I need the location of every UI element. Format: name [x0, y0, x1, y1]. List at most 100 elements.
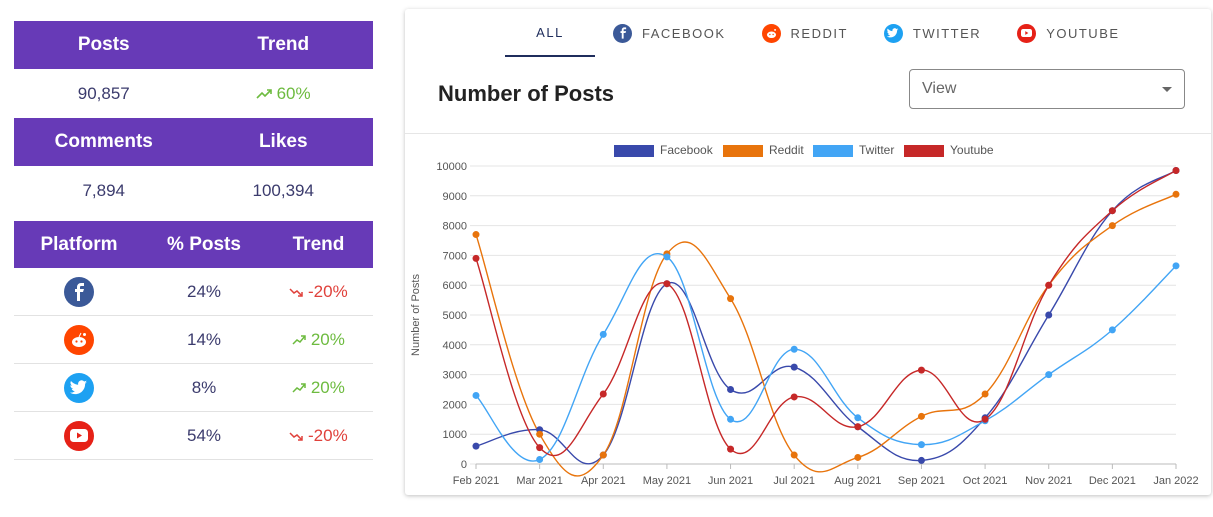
x-tick-label: Jun 2021 — [708, 475, 753, 487]
y-tick-label: 0 — [461, 459, 467, 471]
x-tick-label: Mar 2021 — [516, 475, 562, 487]
y-tick-label: 2000 — [443, 399, 467, 411]
tab-facebook[interactable]: FACEBOOK — [595, 9, 744, 57]
y-axis-label: Number of Posts — [410, 274, 422, 356]
data-point-youtube — [1045, 281, 1053, 289]
youtube-icon — [1017, 23, 1037, 43]
y-tick-label: 7000 — [443, 250, 467, 262]
data-point-reddit — [536, 430, 544, 438]
platform-header: Platform — [40, 233, 118, 255]
y-tick-label: 5000 — [443, 310, 467, 322]
view-select-placeholder: View — [922, 80, 957, 97]
platform-trend-value: -20% — [308, 425, 348, 445]
data-point-youtube — [599, 390, 607, 398]
series-line-youtube — [475, 169, 1177, 457]
percent-posts: 14% — [186, 329, 222, 349]
y-tick-label: 6000 — [443, 280, 467, 292]
percent-posts: 54% — [186, 425, 222, 445]
tab-all[interactable]: ALL — [505, 9, 595, 57]
tab-label: TWITTER — [912, 25, 982, 41]
x-tick-label: Nov 2021 — [1025, 475, 1072, 487]
view-select[interactable]: View — [909, 69, 1185, 109]
data-point-twitter — [727, 415, 735, 423]
percent-posts: 8% — [191, 377, 217, 397]
data-point-facebook — [1045, 311, 1053, 319]
comments-value-row: 7,894 100,394 — [14, 166, 373, 215]
x-tick-label: Feb 2021 — [453, 475, 499, 487]
reddit-icon — [761, 23, 781, 43]
data-point-twitter — [854, 414, 862, 422]
x-tick-label: Sep 2021 — [898, 475, 945, 487]
data-point-reddit — [790, 451, 798, 459]
likes-value: 100,394 — [252, 180, 314, 200]
trending-down-icon — [289, 282, 304, 301]
data-point-youtube — [917, 366, 925, 374]
table-row: 24% -20% — [14, 268, 373, 316]
y-tick-label: 3000 — [443, 370, 467, 382]
legend-label: Twitter — [859, 143, 894, 157]
data-point-facebook — [472, 442, 480, 450]
legend-label: Reddit — [769, 143, 804, 157]
legend-swatch — [723, 145, 763, 157]
tab-youtube[interactable]: YOUTUBE — [999, 9, 1137, 57]
trending-up-icon — [292, 330, 306, 349]
data-point-facebook — [917, 456, 925, 464]
series-line-facebook — [475, 169, 1177, 465]
y-tick-label: 8000 — [443, 221, 467, 233]
y-tick-label: 1000 — [443, 429, 467, 441]
y-tick-label: 10000 — [436, 161, 467, 173]
platform-tabs: ALL FACEBOOK REDDIT TWITTER YOUTUBE — [505, 9, 1138, 57]
legend-swatch — [904, 145, 944, 157]
twitter-icon — [883, 23, 903, 43]
data-point-reddit — [1172, 190, 1180, 198]
x-tick-label: Aug 2021 — [834, 475, 881, 487]
trending-up-icon — [292, 378, 306, 397]
posts-chart-card: ALL FACEBOOK REDDIT TWITTER YOUTUBE Numb… — [405, 9, 1211, 495]
posts-value-row: 90,857 60% — [14, 69, 373, 118]
platform-table-header: Platform % Posts Trend — [14, 221, 373, 268]
trend-header: Trend — [257, 34, 310, 55]
chart-title: Number of Posts — [438, 81, 615, 106]
platform-trend-header: Trend — [292, 233, 345, 255]
data-point-twitter — [1045, 371, 1053, 379]
facebook-icon — [64, 276, 94, 307]
tab-label: REDDIT — [790, 25, 848, 41]
divider — [405, 133, 1211, 134]
platform-trend-value: -20% — [308, 281, 348, 301]
data-point-twitter — [472, 391, 480, 399]
twitter-icon — [64, 372, 94, 403]
posts-header: Posts — [77, 34, 130, 55]
table-row: 54% -20% — [14, 412, 373, 460]
percent-posts-header: % Posts — [167, 233, 241, 255]
x-tick-label: Oct 2021 — [963, 475, 1008, 487]
stats-panel: Posts Trend 90,857 60% Comments Likes 7,… — [14, 21, 373, 460]
tab-twitter[interactable]: TWITTER — [866, 9, 999, 57]
x-tick-label: Apr 2021 — [581, 475, 626, 487]
comments-header: Comments — [54, 131, 153, 152]
data-point-reddit — [917, 412, 925, 420]
reddit-icon — [64, 324, 94, 355]
platform-trend: -20% — [264, 426, 373, 446]
table-row: 14% 20% — [14, 316, 373, 364]
data-point-youtube — [472, 254, 480, 262]
data-point-youtube — [1108, 207, 1116, 215]
data-point-reddit — [1108, 222, 1116, 230]
y-tick-label: 9000 — [443, 191, 467, 203]
comments-header-row: Comments Likes — [14, 118, 373, 166]
platform-trend-value: 20% — [310, 329, 345, 349]
tab-label: FACEBOOK — [642, 25, 726, 41]
data-point-reddit — [472, 231, 480, 239]
posts-trend: 60% — [194, 84, 374, 104]
posts-trend-value: 60% — [276, 83, 311, 103]
caret-down-icon — [1162, 86, 1172, 92]
data-point-reddit — [981, 390, 989, 398]
data-point-facebook — [790, 363, 798, 371]
legend-swatch — [813, 145, 853, 157]
data-point-youtube — [536, 444, 544, 452]
series-line-reddit — [475, 193, 1177, 477]
data-point-twitter — [790, 345, 798, 353]
tab-label: ALL — [536, 24, 564, 40]
data-point-twitter — [1108, 326, 1116, 334]
tab-reddit[interactable]: REDDIT — [744, 9, 866, 57]
comments-value: 7,894 — [82, 180, 126, 200]
